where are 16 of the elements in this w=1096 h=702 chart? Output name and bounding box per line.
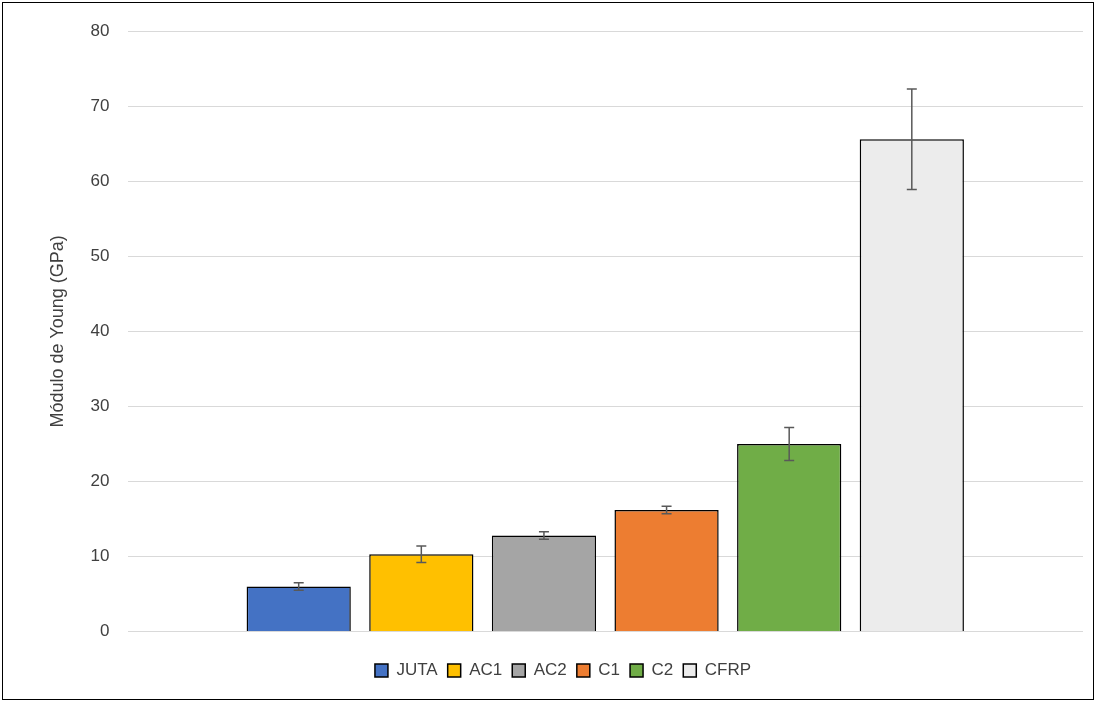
y-tick-label: 10 xyxy=(90,546,110,566)
legend-label: AC1 xyxy=(469,660,503,680)
legend-label: CFRP xyxy=(704,660,752,680)
y-tick-label: 50 xyxy=(90,246,110,266)
y-tick-label: 0 xyxy=(100,621,110,641)
y-tick-label: 40 xyxy=(90,321,110,341)
y-tick-label: 70 xyxy=(90,95,110,115)
legend-label: C2 xyxy=(651,660,674,680)
y-tick-label: 30 xyxy=(90,396,110,416)
y-axis-title: Módulo de Young (GPa) xyxy=(46,235,67,428)
legend-label: AC2 xyxy=(533,660,567,680)
y-tick-label: 60 xyxy=(90,170,110,190)
y-tick-label: 20 xyxy=(90,471,110,491)
y-tick-label: 80 xyxy=(90,20,110,40)
legend-label: JUTA xyxy=(396,660,439,680)
legend-label: C1 xyxy=(598,660,621,680)
